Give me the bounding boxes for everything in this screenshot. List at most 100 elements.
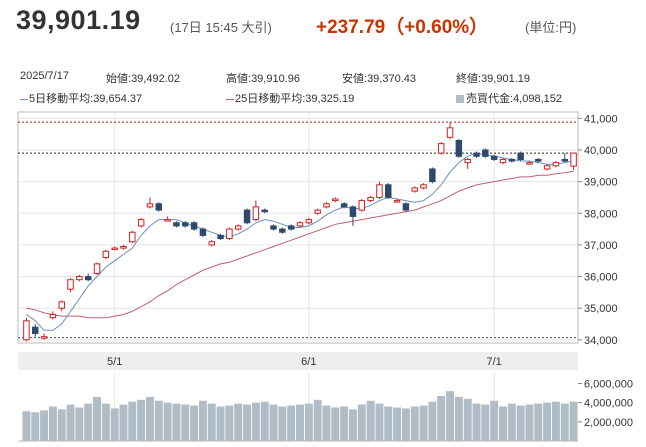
ma25-label: 25日移動平均: (235, 93, 306, 105)
candle-body (199, 228, 207, 236)
candle-body (570, 152, 577, 167)
ma25-value: 39,325.19 (305, 93, 355, 105)
candle-body (261, 209, 268, 213)
price-tick-label: 37,000 (584, 240, 618, 252)
volume-bar (225, 405, 234, 441)
candle-body (287, 225, 295, 230)
volume-bar (84, 403, 93, 441)
candle-body (429, 168, 436, 183)
volume-bar (499, 406, 507, 441)
volume-bar (322, 405, 331, 441)
price-tick-label: 40,000 (584, 145, 618, 157)
volume-bar (507, 403, 516, 441)
volume-bar (234, 403, 243, 441)
ma25-line (26, 170, 574, 319)
candle-body (252, 206, 260, 221)
date-tick-label: 6/1 (301, 356, 316, 368)
candle-body (332, 198, 339, 202)
volume-bar (137, 399, 146, 441)
candle-body (58, 301, 65, 309)
quote-header: 39,901.19 (17日 15:45 大引) +237.79（+0.60%）… (0, 0, 646, 52)
candle-body (561, 158, 568, 162)
volume-label: 売買代金: (466, 93, 514, 105)
legend-ma5: 5日移動平均:39,654.37 (20, 90, 142, 106)
ma5-swatch (20, 98, 28, 100)
volume-bar (560, 403, 569, 441)
candle-body (473, 152, 480, 157)
open-value: 39,492.02 (131, 73, 180, 85)
candle-body (243, 209, 251, 224)
volume-tick-label: 2,000,000 (584, 417, 633, 429)
timestamp: (17日 15:45 大引) (170, 20, 272, 35)
candle-body (111, 247, 118, 251)
candle-body (446, 127, 454, 138)
volume-bar (366, 400, 375, 441)
price-tick-label: 35,000 (584, 303, 618, 315)
price-tick-label: 39,000 (584, 177, 618, 189)
volume-bar (393, 407, 402, 441)
volume-bar (569, 401, 578, 441)
info-low: 安値:39,370.43 (342, 70, 416, 86)
candle-body (490, 155, 498, 160)
candle-body (402, 203, 410, 211)
candle-body (226, 228, 233, 240)
volume-bar (357, 404, 366, 441)
info-date: 2025/7/17 (20, 70, 69, 82)
volume-bar (75, 407, 84, 441)
volume-bar (446, 391, 455, 441)
date-tick-label: 7/1 (487, 356, 502, 368)
close-value: 39,901.19 (481, 73, 530, 85)
volume-bar (551, 401, 560, 441)
candle-body (367, 196, 374, 202)
unit-label: (単位:円) (525, 20, 577, 35)
volume-bar (313, 399, 322, 441)
info-open: 始値:39,492.02 (106, 70, 180, 86)
candle-body (314, 209, 321, 214)
volume-bar (198, 400, 207, 441)
volume-bar (516, 405, 525, 441)
candle-body (40, 336, 48, 339)
price-tick-label: 38,000 (584, 208, 618, 220)
volume-bar (110, 408, 119, 441)
volume-bar (57, 409, 66, 441)
candle-body (455, 139, 463, 157)
candle-body (217, 234, 224, 240)
volume-bar (190, 405, 199, 441)
info-close: 終値:39,901.19 (456, 70, 530, 86)
volume-bar (181, 404, 190, 441)
candle-body (182, 222, 189, 227)
price-tick-label: 41,000 (584, 113, 618, 125)
date-tick-label: 5/1 (107, 356, 122, 368)
candle-body (190, 222, 198, 230)
volume-bar (48, 406, 57, 441)
candle-body (340, 203, 348, 208)
candle-body (279, 228, 286, 233)
candle-body (296, 222, 304, 227)
volume-bar (525, 404, 534, 441)
candles-layer (23, 122, 577, 342)
volume-bar (93, 396, 101, 441)
volume-bar (31, 412, 40, 441)
candle-body (129, 231, 136, 243)
candle-body (137, 219, 145, 227)
volume-bar (172, 403, 181, 441)
candle-body (437, 143, 445, 154)
candle-body (385, 184, 392, 198)
volume-bar (410, 406, 419, 441)
volume-swatch (456, 95, 464, 104)
price-tick-label: 34,000 (584, 335, 618, 347)
volume-value: 4,098,152 (513, 93, 562, 105)
close-label: 終値: (456, 73, 482, 85)
axes-layer: 41,000 40,000 39,000 38,000 37,000 36,000 35,0… (18, 113, 618, 370)
volume-bar (428, 401, 437, 441)
candle-body (102, 250, 110, 259)
volume-bar (251, 402, 260, 441)
candle-body (552, 162, 560, 167)
volume-bar (401, 408, 410, 441)
volume-bar (534, 403, 543, 441)
volume-bar (243, 404, 252, 441)
candle-body (393, 200, 401, 203)
volume-bar (163, 402, 172, 441)
volume-bar (119, 404, 128, 441)
candle-body (499, 158, 507, 164)
